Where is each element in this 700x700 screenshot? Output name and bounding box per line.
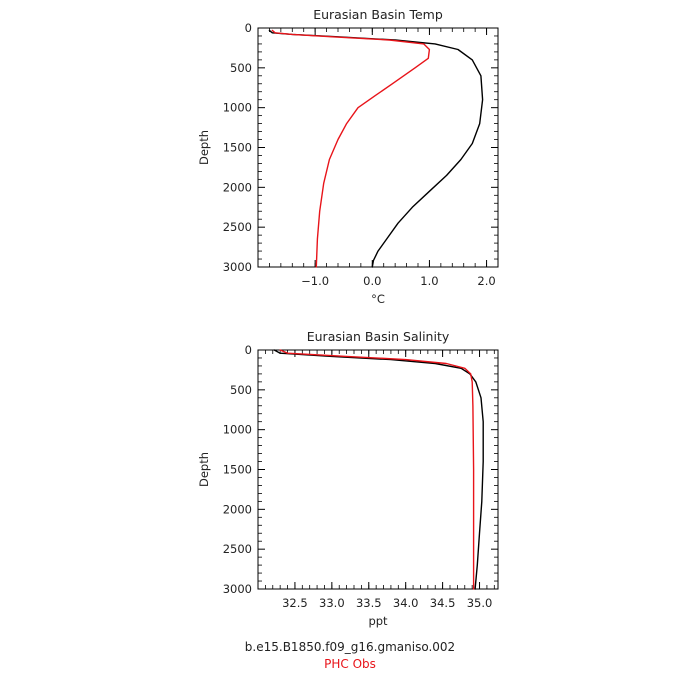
- x-tick-label: −1.0: [301, 274, 329, 288]
- y-tick-label: 500: [230, 383, 252, 397]
- x-tick-label: 2.0: [477, 274, 495, 288]
- series-line-model: [273, 349, 484, 590]
- y-tick-label: 2500: [223, 542, 252, 556]
- series-line-obs: [271, 29, 431, 268]
- chart-title: Eurasian Basin Temp: [313, 7, 443, 22]
- y-tick-label: 0: [245, 21, 252, 35]
- salinity-panel: Eurasian Basin Salinity 0 500 1000 1500 2000 2…: [197, 329, 499, 628]
- legend-obs-label: PHC Obs: [324, 657, 376, 671]
- y-tick-label: 3000: [223, 582, 252, 596]
- y-tick-label: 2000: [223, 180, 252, 194]
- y-tick-label: 0: [245, 343, 252, 357]
- y-axis-label: Depth: [197, 452, 211, 487]
- x-tick-label: 33.0: [319, 596, 345, 610]
- y-tick-label: 2000: [223, 502, 252, 516]
- x-tick-label: 1.0: [420, 274, 438, 288]
- x-tick-label: 0.0: [363, 274, 381, 288]
- y-tick-label: 1000: [223, 423, 252, 437]
- y-tick-label: 500: [230, 61, 252, 75]
- y-tick-label: 1000: [223, 101, 252, 115]
- x-tick-label: 35.0: [467, 596, 493, 610]
- chart-title: Eurasian Basin Salinity: [307, 329, 450, 344]
- series-line-model: [268, 29, 484, 268]
- x-tick-label: 32.5: [282, 596, 308, 610]
- plot-frame: [257, 27, 499, 268]
- temp-panel: Eurasian Basin Temp 0 500 1000 1500 2000 2500 3…: [197, 7, 499, 306]
- y-tick-label: 3000: [223, 260, 252, 274]
- legend-run-label: b.e15.B1850.f09_g16.gmaniso.002: [244, 640, 456, 654]
- y-tick-label: 2500: [223, 220, 252, 234]
- series-line-obs: [279, 349, 475, 590]
- x-tick-label: 34.0: [393, 596, 419, 610]
- x-tick-label: 33.5: [356, 596, 382, 610]
- y-tick-label: 1500: [223, 463, 252, 477]
- plot-frame: [257, 349, 499, 590]
- y-axis-label: Depth: [197, 130, 211, 165]
- x-tick-label: 34.5: [430, 596, 456, 610]
- y-tick-label: 1500: [223, 141, 252, 155]
- x-axis-label: ppt: [368, 614, 388, 628]
- x-axis-label: °C: [371, 292, 385, 306]
